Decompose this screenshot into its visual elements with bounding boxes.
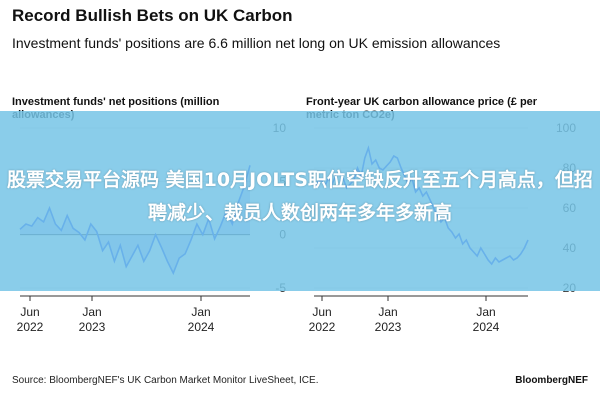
left-x-tick-label: Jun (20, 305, 39, 319)
left-x-tick-label: 2022 (17, 320, 44, 334)
chart-title: Record Bullish Bets on UK Carbon (12, 6, 293, 25)
left-x-tick-label: 2024 (188, 320, 215, 334)
source-note: Source: BloombergNEF's UK Carbon Market … (12, 375, 319, 386)
left-x-tick-label: Jan (82, 305, 101, 319)
left-x-tick-label: 2023 (79, 320, 106, 334)
right-x-tick-label: Jan (476, 305, 495, 319)
brand-logo: BloombergNEF (515, 375, 588, 386)
right-x-tick-label: Jan (378, 305, 397, 319)
right-x-tick-label: 2024 (473, 320, 500, 334)
promo-overlay-text: 股票交易平台源码 美国10月JOLTS职位空缺反升至五个月高点，但招聘减少、裁员… (7, 169, 593, 224)
promo-overlay-banner (0, 111, 600, 291)
left-x-tick-label: Jan (191, 305, 210, 319)
right-x-tick-label: 2023 (375, 320, 402, 334)
right-x-tick-label: 2022 (309, 320, 336, 334)
right-x-tick-label: Jun (312, 305, 331, 319)
chart-subtitle: Investment funds' positions are 6.6 mill… (12, 35, 501, 51)
